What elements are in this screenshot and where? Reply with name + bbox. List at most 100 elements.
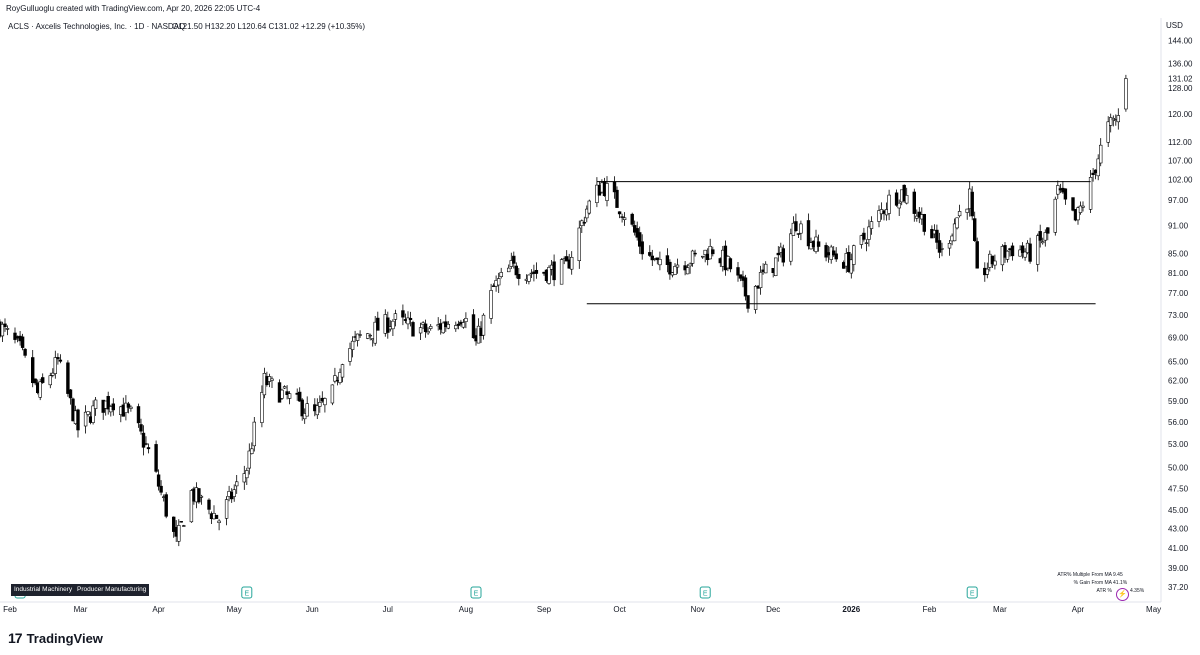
price-tick-label: 47.50 — [1168, 484, 1189, 493]
candle-body — [799, 223, 803, 234]
time-axis[interactable]: Feb Mar Apr May Jun Jul Aug Sep Oct Nov Dec 2026 Feb… — [3, 605, 1161, 614]
earnings-icon[interactable] — [699, 586, 711, 599]
candle-body — [668, 261, 672, 275]
sector-tag[interactable]: Producer Manufacturing — [74, 584, 150, 596]
candle-body — [391, 320, 395, 330]
candle-body — [711, 249, 715, 255]
candle-body — [1036, 235, 1040, 265]
candle-body — [214, 514, 219, 519]
candle-body — [993, 260, 997, 266]
candle-body — [406, 317, 410, 325]
candle-body — [386, 317, 390, 333]
candle-body — [1111, 118, 1116, 121]
price-tick-label: 50.00 — [1168, 464, 1189, 473]
candle-body — [91, 405, 95, 423]
candle-body — [408, 317, 413, 320]
candle-body — [690, 250, 695, 264]
candle-body — [423, 323, 428, 332]
candle-body — [0, 323, 5, 337]
price-axis[interactable]: 144.00 136.00 128.00 120.00 112.00 107.00 102.… — [1168, 36, 1193, 592]
candle-body — [877, 210, 881, 222]
candle-body — [393, 313, 398, 320]
candle-body — [146, 447, 151, 450]
candle-body — [776, 252, 781, 256]
candle-body — [373, 321, 377, 344]
candle-body — [136, 406, 141, 424]
candle-body — [831, 250, 836, 256]
candle-body — [156, 474, 161, 487]
candle-body — [746, 295, 750, 309]
candle-body — [33, 378, 37, 384]
stat-label-3: ATR % — [1096, 588, 1112, 594]
candle-body — [1078, 205, 1083, 213]
price-tick-label: 136.00 — [1168, 59, 1193, 68]
time-tick-label: Mar — [74, 605, 88, 614]
candle-body — [250, 448, 254, 454]
attribution-text: RoyGulluoglu created with TradingView.co… — [6, 4, 261, 13]
candle-body — [111, 403, 116, 411]
candle-body — [355, 333, 360, 341]
tradingview-logo[interactable]: 17 TradingView — [8, 630, 103, 646]
time-tick-label: Sep — [537, 605, 552, 614]
candle-body — [630, 213, 634, 225]
candle-body — [224, 499, 229, 519]
trendlines[interactable] — [586, 181, 1096, 305]
candle-body — [71, 398, 75, 422]
candle-body — [658, 258, 662, 266]
candle-body — [481, 314, 486, 336]
earnings-markers[interactable]: EEEEE — [14, 586, 978, 599]
time-tick-label: Dec — [766, 605, 780, 614]
candle-body — [441, 322, 445, 334]
time-tick-label: Oct — [613, 605, 626, 614]
candle-body — [985, 268, 990, 275]
candle-body — [675, 264, 680, 268]
candle-body — [940, 248, 944, 250]
candle-body — [1096, 158, 1100, 177]
candle-body — [5, 328, 10, 330]
candle-body — [955, 217, 959, 229]
industry-tag[interactable]: Industrial Machinery — [11, 584, 76, 596]
candle-body — [1018, 249, 1022, 257]
candle-body — [773, 257, 778, 276]
candle-body — [867, 226, 871, 240]
candle-body — [318, 401, 322, 407]
candle-body — [464, 317, 468, 322]
candle-body — [164, 494, 168, 517]
candle-body — [834, 253, 838, 260]
candle-body — [569, 256, 574, 270]
candle-body — [260, 392, 264, 423]
time-tick-label: Feb — [923, 605, 937, 614]
candle-body — [315, 405, 319, 416]
stat-label-2: % Gain From MA — [1073, 580, 1112, 586]
earnings-icon[interactable] — [241, 586, 253, 599]
earnings-icon[interactable] — [966, 586, 978, 599]
candle-body — [270, 378, 274, 381]
candle-body — [1038, 231, 1042, 241]
time-tick-label: Apr — [1072, 605, 1085, 614]
candle-body — [489, 290, 493, 319]
earnings-icon[interactable] — [470, 586, 482, 599]
candle-body — [1041, 241, 1045, 244]
candle-body — [862, 232, 866, 240]
candle-body — [66, 362, 70, 394]
lightning-icon[interactable]: ⚡ — [1116, 588, 1129, 601]
candle-body — [333, 375, 337, 382]
candle-body — [358, 334, 362, 336]
candle-body — [527, 274, 531, 282]
candle-body — [758, 272, 763, 288]
candle-body — [743, 277, 748, 297]
price-chart[interactable]: ACLS · Axcelis Technologies, Inc. · 1D ·… — [0, 0, 1200, 618]
candle-body — [990, 255, 995, 265]
candle-body — [93, 399, 98, 409]
tradingview-logo-mark: 17 — [8, 630, 23, 646]
ohlc-readout: O121.50 H132.20 L120.64 C131.02 +12.29 (… — [172, 22, 365, 31]
time-tick-label: Nov — [691, 605, 705, 614]
price-tick-label: 97.00 — [1168, 196, 1189, 205]
candle-body — [640, 241, 644, 255]
candle-body — [323, 398, 327, 406]
footer: 17 TradingView — [0, 618, 1200, 655]
candle-body — [585, 208, 589, 219]
candle-body — [189, 490, 194, 523]
candle-body — [141, 432, 146, 448]
candle-body — [247, 450, 251, 469]
